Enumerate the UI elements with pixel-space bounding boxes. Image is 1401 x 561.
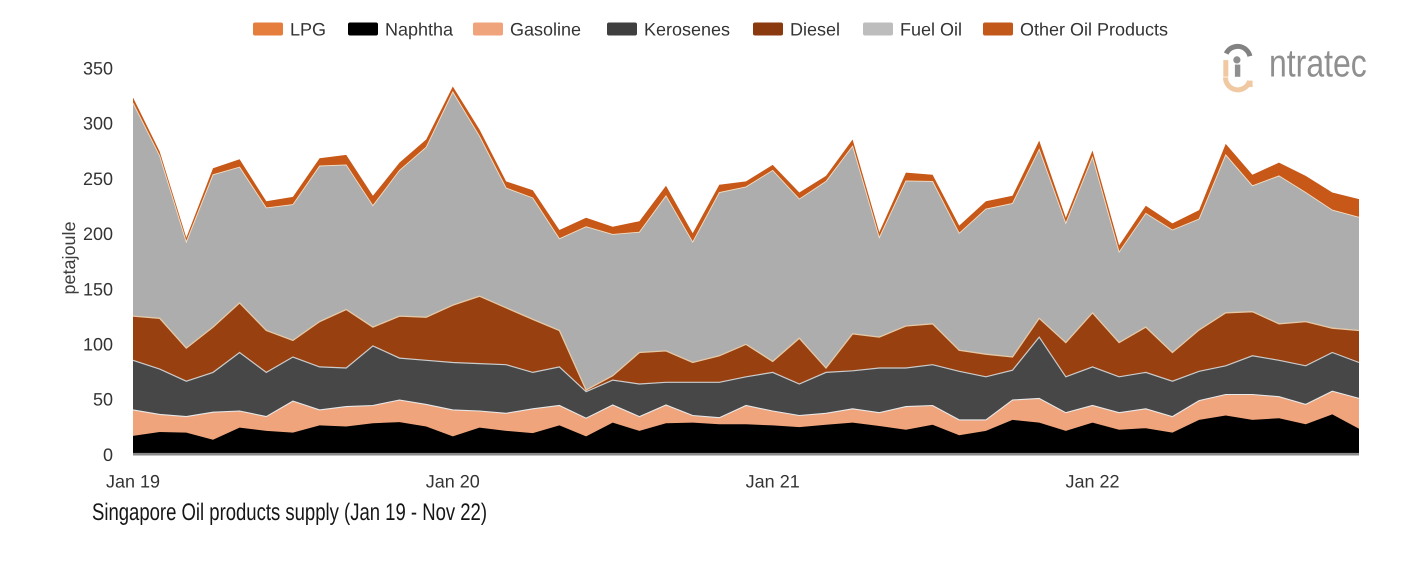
svg-text:100: 100 [83, 335, 113, 355]
svg-text:200: 200 [83, 224, 113, 244]
svg-text:Gasoline: Gasoline [510, 20, 581, 40]
svg-text:Jan 21: Jan 21 [746, 472, 800, 492]
svg-text:350: 350 [83, 59, 113, 79]
svg-text:Jan 19: Jan 19 [106, 472, 160, 492]
svg-text:50: 50 [93, 390, 113, 410]
svg-text:Jan 20: Jan 20 [426, 472, 480, 492]
svg-text:petajoule: petajoule [59, 221, 79, 294]
svg-text:LPG: LPG [290, 20, 326, 40]
svg-text:Diesel: Diesel [790, 20, 840, 40]
svg-text:150: 150 [83, 279, 113, 299]
svg-text:ntratec: ntratec [1269, 43, 1367, 86]
svg-text:Fuel Oil: Fuel Oil [900, 20, 962, 40]
svg-text:250: 250 [83, 169, 113, 189]
svg-text:0: 0 [103, 445, 113, 465]
svg-text:Naphtha: Naphtha [385, 20, 454, 40]
svg-text:Other Oil Products: Other Oil Products [1020, 20, 1168, 40]
svg-text:Kerosenes: Kerosenes [644, 20, 730, 40]
svg-text:Jan 22: Jan 22 [1065, 472, 1119, 492]
svg-text:300: 300 [83, 114, 113, 134]
svg-text:Singapore Oil products supply: Singapore Oil products supply (Jan 19 - … [92, 499, 487, 526]
